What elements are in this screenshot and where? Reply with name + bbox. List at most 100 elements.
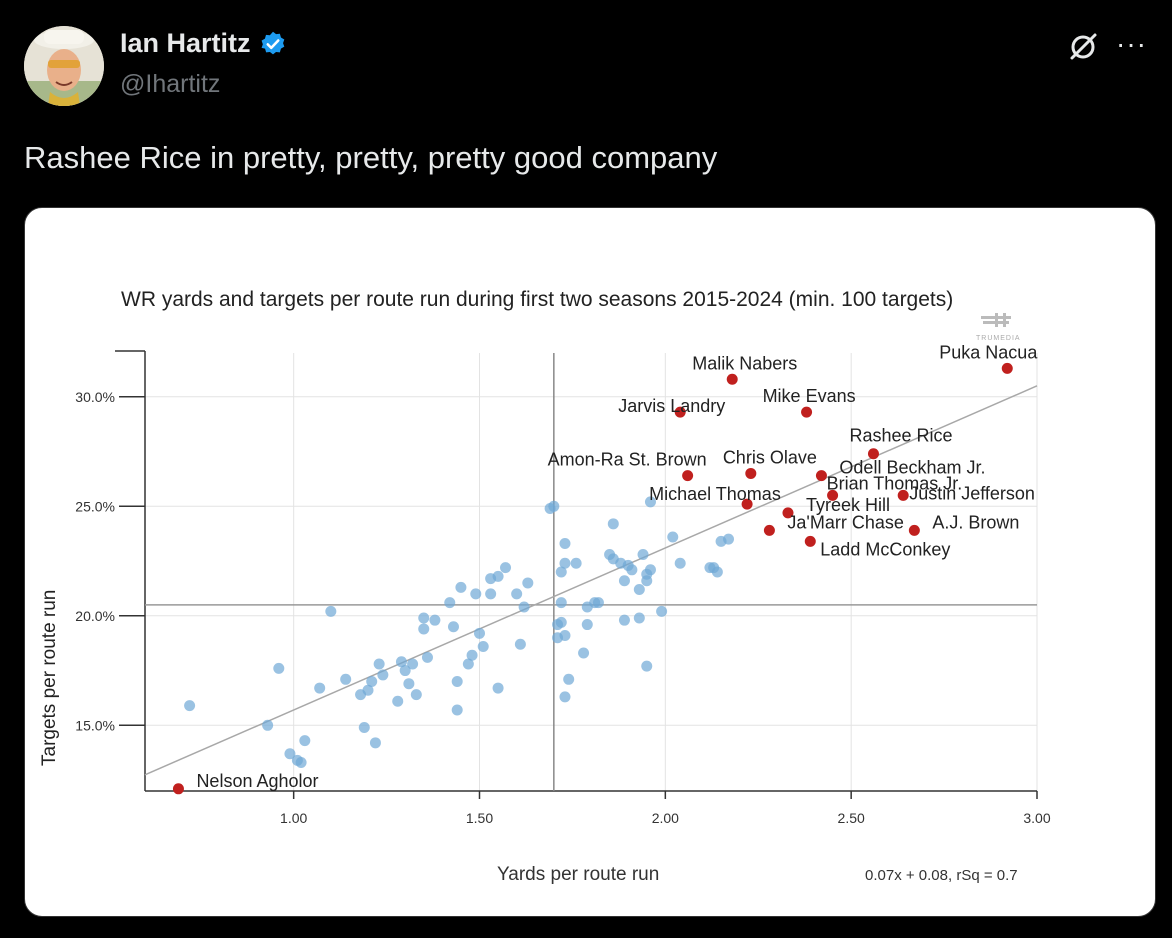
player-label: Michael Thomas xyxy=(649,484,781,504)
player-point xyxy=(403,678,415,690)
grok-icon[interactable] xyxy=(1066,30,1100,64)
player-label: Amon-Ra St. Brown xyxy=(548,450,707,470)
player-point xyxy=(284,748,296,760)
player-point xyxy=(444,597,456,609)
player-point xyxy=(559,557,571,569)
avatar-image xyxy=(24,26,104,106)
highlighted-player-point xyxy=(908,524,920,536)
player-point xyxy=(644,496,656,508)
player-point xyxy=(369,737,381,749)
chart-title: WR yards and targets per route run durin… xyxy=(121,288,953,311)
player-label: Ja'Marr Chase xyxy=(787,512,903,532)
y-tick-label: 20.0% xyxy=(75,608,115,624)
player-point xyxy=(641,660,653,672)
y-tick-label: 30.0% xyxy=(75,389,115,405)
highlighted-player-point xyxy=(801,406,813,418)
player-point xyxy=(492,570,504,582)
player-point xyxy=(570,557,582,569)
highlighted-player-point xyxy=(741,498,753,510)
highlighted-player-point xyxy=(804,535,816,547)
player-point xyxy=(618,575,630,587)
player-point xyxy=(184,700,196,712)
player-point xyxy=(592,597,604,609)
player-label: Justin Jefferson xyxy=(909,483,1035,503)
player-point xyxy=(429,614,441,626)
player-point xyxy=(295,757,307,769)
player-point xyxy=(522,577,534,589)
player-point xyxy=(407,658,419,670)
player-point xyxy=(418,612,430,624)
author-handle[interactable]: @Ihartitz xyxy=(120,70,221,98)
highlighted-player-point xyxy=(745,467,757,479)
player-point xyxy=(492,682,504,694)
player-label: Odell Beckham Jr. xyxy=(839,458,985,478)
author-name-text[interactable]: Ian Hartitz xyxy=(120,28,251,58)
player-point xyxy=(667,531,679,543)
player-point xyxy=(626,564,638,576)
player-point xyxy=(466,649,478,661)
highlighted-player-point xyxy=(1001,362,1013,374)
player-point xyxy=(474,627,485,639)
player-point xyxy=(633,612,645,624)
x-axis-label: Yards per route run xyxy=(497,864,659,885)
player-point xyxy=(555,597,567,609)
player-point xyxy=(358,721,370,733)
player-point xyxy=(618,614,630,626)
trendline-equation: 0.07x + 0.08, rSq = 0.7 xyxy=(865,867,1018,884)
author-avatar[interactable] xyxy=(24,26,104,106)
player-point xyxy=(500,562,512,574)
player-point xyxy=(656,605,668,617)
player-point xyxy=(578,647,590,659)
highlighted-player-point xyxy=(726,373,738,385)
x-tick-label: 2.00 xyxy=(652,810,679,826)
watermark-text: TRUMEDIA xyxy=(976,335,1021,342)
highlighted-player-point xyxy=(815,470,827,482)
trendline xyxy=(144,385,1038,776)
x-tick-label: 3.00 xyxy=(1023,810,1050,826)
y-axis-label: Targets per route run xyxy=(39,590,60,766)
y-tick-label: 25.0% xyxy=(75,498,115,514)
player-point xyxy=(511,588,523,600)
player-point xyxy=(555,566,567,578)
player-point xyxy=(299,735,311,747)
author-name[interactable]: Ian Hartitz xyxy=(120,28,287,59)
player-label: Malik Nabers xyxy=(692,353,797,373)
player-point xyxy=(325,605,337,617)
player-label: A.J. Brown xyxy=(932,512,1019,532)
player-point xyxy=(366,676,378,687)
player-point xyxy=(399,665,411,677)
player-point xyxy=(711,566,723,578)
verified-badge-icon xyxy=(261,31,284,54)
player-label: Tyreek Hill xyxy=(806,495,890,515)
x-tick-label: 1.50 xyxy=(466,810,493,826)
player-point xyxy=(451,704,463,716)
player-point xyxy=(447,621,459,633)
highlighted-player-point xyxy=(897,489,909,501)
highlighted-player-point xyxy=(827,489,839,501)
player-label: Puka Nacua xyxy=(939,342,1038,362)
player-point xyxy=(555,616,567,628)
player-label: Ladd McConkey xyxy=(820,539,950,559)
player-point xyxy=(462,658,474,670)
player-point xyxy=(477,640,489,652)
player-point xyxy=(421,651,433,663)
x-tick-label: 2.50 xyxy=(838,810,865,826)
player-point xyxy=(418,623,430,635)
player-point xyxy=(637,548,649,560)
player-point xyxy=(559,538,571,550)
player-point xyxy=(314,682,326,694)
player-point xyxy=(392,695,404,707)
highlighted-player-point xyxy=(172,783,184,795)
player-point xyxy=(633,584,645,596)
player-point xyxy=(451,676,463,687)
player-point xyxy=(548,500,560,512)
player-point xyxy=(373,658,385,670)
player-label: Nelson Agholor xyxy=(196,771,318,791)
scatter-chart: WR yards and targets per route run durin… xyxy=(39,288,1051,885)
player-point xyxy=(581,619,593,631)
x-tick-label: 1.00 xyxy=(280,810,307,826)
player-point xyxy=(559,691,571,703)
chart-image-card[interactable]: WR yards and targets per route run durin… xyxy=(24,207,1156,917)
player-label: Chris Olave xyxy=(723,447,817,467)
more-options-icon[interactable]: ··· xyxy=(1116,28,1147,59)
